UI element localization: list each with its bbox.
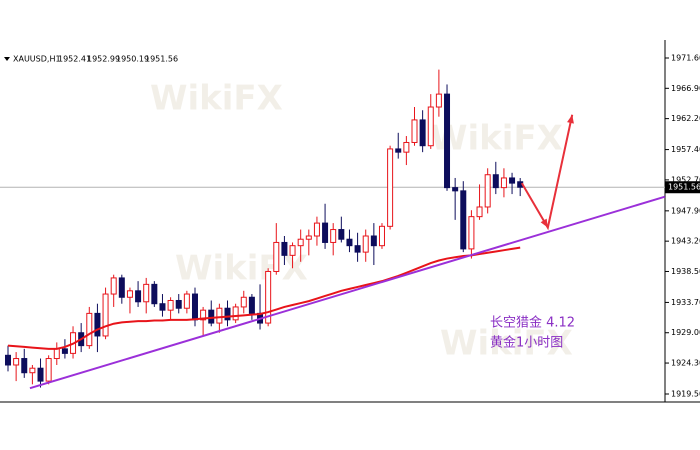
candle-body — [387, 148, 394, 227]
candle-body — [322, 222, 329, 243]
candle-body — [338, 229, 345, 240]
annotation: 黄金1小时图 — [490, 335, 563, 351]
y-tick-label: 1929.00 — [671, 328, 700, 337]
y-tick-label: 1943.20 — [671, 237, 700, 246]
candle-body — [313, 222, 320, 237]
last-price-box — [665, 181, 700, 194]
annotation: 长空猎金 4.12 — [490, 315, 575, 331]
watermark: WikiFX — [150, 79, 283, 119]
header: XAUUSD,H1 1952.41 1952.99 1950.19 1951.5… — [13, 55, 178, 64]
candle-body — [419, 119, 426, 147]
symbol: XAUUSD,H1 — [13, 55, 61, 64]
y-tick-label: 1938.50 — [671, 267, 700, 276]
candle-body — [53, 348, 60, 360]
watermark: WikiFX — [175, 249, 308, 289]
candle-body — [354, 245, 361, 253]
candle-body — [45, 358, 52, 382]
candle-body — [240, 296, 247, 308]
y-tick-label: 1924.30 — [671, 359, 700, 368]
candle-body — [216, 307, 223, 324]
candle-body — [289, 245, 296, 256]
candle-body — [21, 358, 28, 374]
candle-body — [427, 106, 434, 147]
candle-body — [346, 238, 353, 247]
candle-body — [265, 270, 272, 324]
candle-body — [248, 296, 255, 314]
candle-body — [370, 235, 377, 247]
candle-body — [143, 283, 150, 303]
candle-body — [94, 312, 101, 337]
y-tick-label: 1966.90 — [671, 84, 700, 93]
last-price-label: 1951.56 — [668, 183, 700, 192]
candle-body — [175, 299, 182, 309]
candle-body — [102, 293, 109, 337]
candle-body — [362, 235, 369, 253]
header-close: 1951.56 — [145, 55, 178, 64]
candle-body — [110, 277, 117, 295]
candle-body — [468, 216, 475, 250]
candle-body — [86, 312, 93, 347]
candle-body — [13, 358, 20, 366]
y-tick-label: 1957.40 — [671, 145, 700, 154]
candle-body — [273, 241, 280, 272]
candle-body — [5, 354, 11, 366]
header-high: 1952.99 — [87, 55, 120, 64]
candle-body — [183, 293, 190, 309]
y-tick-label: 1919.50 — [671, 390, 700, 399]
candle-body — [460, 190, 467, 250]
candle-body — [395, 148, 402, 153]
candle-body — [191, 293, 198, 321]
candle-body — [118, 277, 125, 298]
candle-body — [135, 290, 142, 303]
trendline — [29, 195, 666, 390]
candle-body — [159, 303, 166, 311]
candle-body — [435, 93, 442, 108]
candle-body — [305, 235, 312, 240]
header-open: 1952.41 — [58, 55, 91, 64]
candle-body — [232, 306, 239, 321]
candle-body — [444, 93, 451, 189]
candle-body — [167, 299, 174, 311]
arrow-head — [540, 218, 548, 228]
candle-body — [476, 206, 483, 218]
y-tick-label: 1952.70 — [671, 175, 700, 184]
candle-body — [509, 177, 516, 184]
candle-body — [297, 238, 304, 247]
watermark: WikiFX — [440, 324, 573, 364]
candle-body — [200, 309, 207, 321]
header-triangle — [4, 57, 10, 61]
candle-body — [224, 307, 231, 321]
watermark: WikiFX — [430, 119, 563, 159]
moving-average — [7, 246, 521, 350]
candle-body — [378, 225, 385, 247]
header-low: 1950.19 — [116, 55, 149, 64]
candle-body — [151, 283, 158, 305]
candle-body — [484, 174, 491, 208]
y-tick-label: 1962.20 — [671, 114, 700, 123]
candle-body — [37, 367, 44, 382]
arrow-head — [567, 114, 574, 124]
y-tick-label: 1971.60 — [671, 53, 700, 62]
candle-body — [126, 290, 133, 298]
candle-body — [500, 177, 507, 189]
y-tick-label: 1947.90 — [671, 206, 700, 215]
candle-body — [452, 187, 459, 192]
candle-body — [61, 348, 68, 354]
candle-body — [208, 309, 215, 324]
candle-body — [411, 119, 418, 143]
candle-body — [403, 141, 410, 153]
candle-body — [492, 174, 499, 189]
candle-body — [281, 241, 288, 256]
y-tick-label: 1933.70 — [671, 298, 700, 307]
candle-body — [330, 229, 337, 243]
candle-body — [29, 367, 36, 374]
